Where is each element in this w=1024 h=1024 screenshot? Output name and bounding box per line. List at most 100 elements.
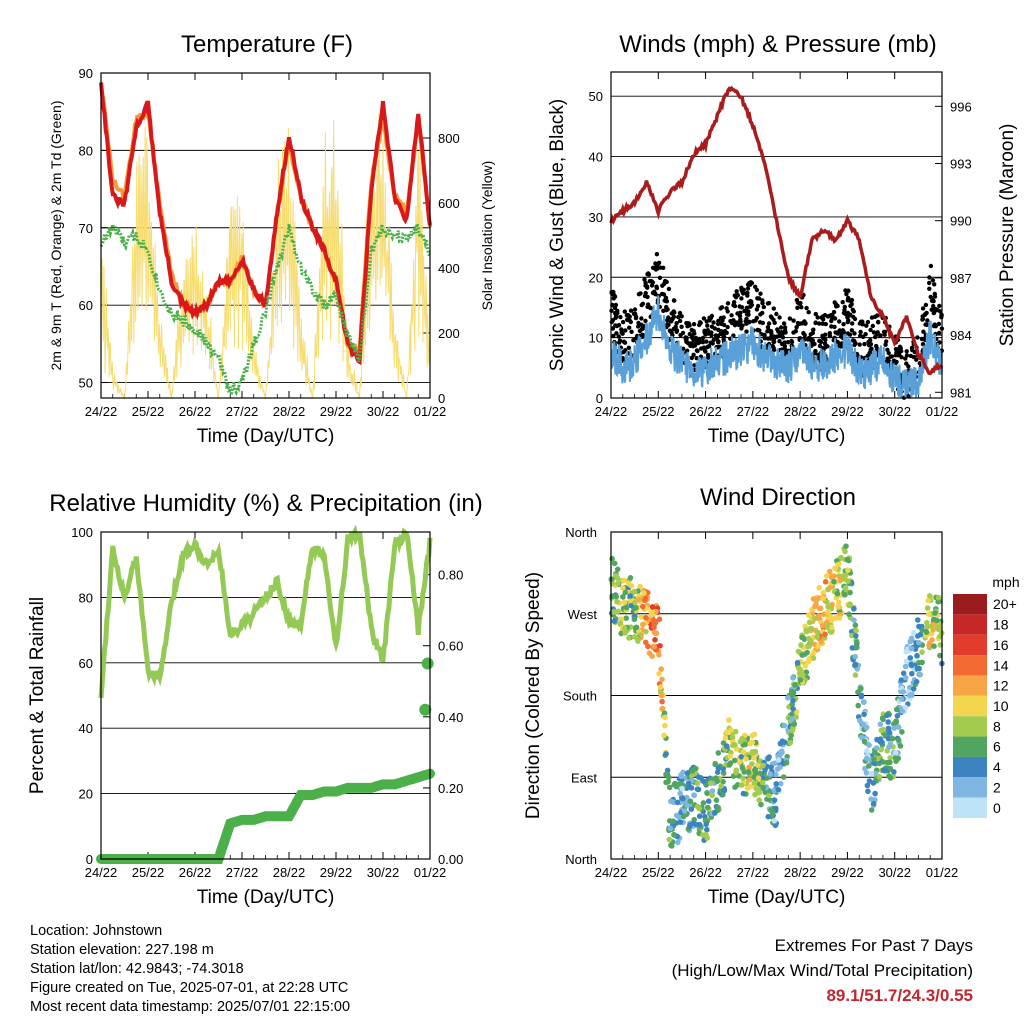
station-elevation: Station elevation: 227.198 m [30,942,214,958]
direction-point [661,710,668,716]
direction-point [688,785,695,791]
direction-point [773,781,779,787]
direction-point [873,745,880,751]
x-tick-label: 26/22 [179,865,212,880]
gust-point [848,303,853,309]
direction-point [864,782,871,789]
direction-point [790,675,796,681]
direction-point [622,625,628,632]
gust-point [674,321,679,326]
gust-point [777,315,782,320]
speed-colorbar: mph 20+ 18 16 14 12 10 8 6 4 2 0 [953,574,1020,818]
x-tick-label: 30/22 [367,404,400,419]
direction-point [746,764,752,771]
gust-point [815,315,820,320]
gust-point [936,330,942,336]
direction-point [617,620,624,626]
direction-point [760,784,767,791]
gust-point [642,277,647,282]
direction-point [852,622,859,628]
direction-point [666,818,673,824]
x-tick-label: 24/22 [85,404,118,419]
extremes-box: Extremes For Past 7 Days (High/Low/Max W… [672,933,973,1008]
gust-point [778,325,784,330]
x-tick-label: 30/22 [878,865,911,880]
colorbar-swatch [953,614,987,635]
y2-tick-label: 981 [950,385,972,400]
gust-point [639,316,644,321]
direction-point [768,807,774,814]
direction-point [693,765,699,772]
direction-point [632,599,638,606]
direction-point [656,616,663,622]
gust-point [744,305,749,310]
gust-point [927,275,932,280]
direction-point [733,769,739,776]
gust-point [832,300,837,305]
direction-point [675,839,681,846]
direction-point [917,671,923,678]
direction-point [908,645,915,652]
gust-point [812,341,817,347]
gust-point [787,316,793,321]
gust-point [691,337,696,343]
x-tick-label: 01/22 [926,865,959,880]
direction-point [899,708,905,714]
gust-point [932,308,938,314]
direction-point [641,590,647,596]
direction-point [868,770,875,777]
direction-point [899,729,905,735]
gust-point [927,286,932,291]
gust-point [688,341,694,346]
gust-point [817,321,822,326]
direction-point [902,663,909,670]
direction-point [688,806,695,812]
x-tick-label: 29/22 [320,865,353,880]
direction-point [879,715,886,721]
direction-point [825,603,831,610]
gust-point [732,300,737,305]
gust-point [885,347,890,352]
x-tick-label: 28/22 [273,404,306,419]
direction-point [626,635,632,641]
gust-point [734,292,739,298]
gust-point [639,332,645,338]
colorbar-label: 12 [993,678,1009,694]
x-tick-label: 24/22 [595,404,628,419]
gust-point [677,318,683,324]
gust-point [669,330,674,335]
colorbar-swatch [953,716,987,737]
gust-point [738,319,743,324]
direction-point [846,602,853,609]
direction-point [627,575,634,581]
colorbar-label: 20+ [993,596,1017,612]
gust-point [768,314,774,319]
gust-point [864,323,869,328]
direction-point [822,579,829,585]
direction-point [694,786,701,792]
gust-point [862,341,867,347]
direction-point [925,597,931,604]
direction-point [677,790,683,797]
direction-point [887,765,894,772]
gust-point [922,312,928,317]
direction-point [845,567,851,574]
gust-point [627,325,632,330]
direction-point [620,594,626,600]
gust-point [910,347,915,353]
direction-point [700,778,706,784]
direction-point [792,682,798,688]
gust-point [865,319,871,325]
direction-point [780,774,787,780]
y-tick-label: 30 [589,210,603,225]
gust-point [760,298,765,303]
direction-point [612,609,618,615]
direction-point [909,670,915,677]
direction-point [621,599,628,606]
gust-point [812,350,818,356]
gust-point [705,323,710,328]
gust-point [719,329,724,334]
direction-point [713,775,719,781]
direction-point [757,770,763,777]
chart-panel-2: Relative Humidity (%) & Precipitation (i… [27,490,483,908]
